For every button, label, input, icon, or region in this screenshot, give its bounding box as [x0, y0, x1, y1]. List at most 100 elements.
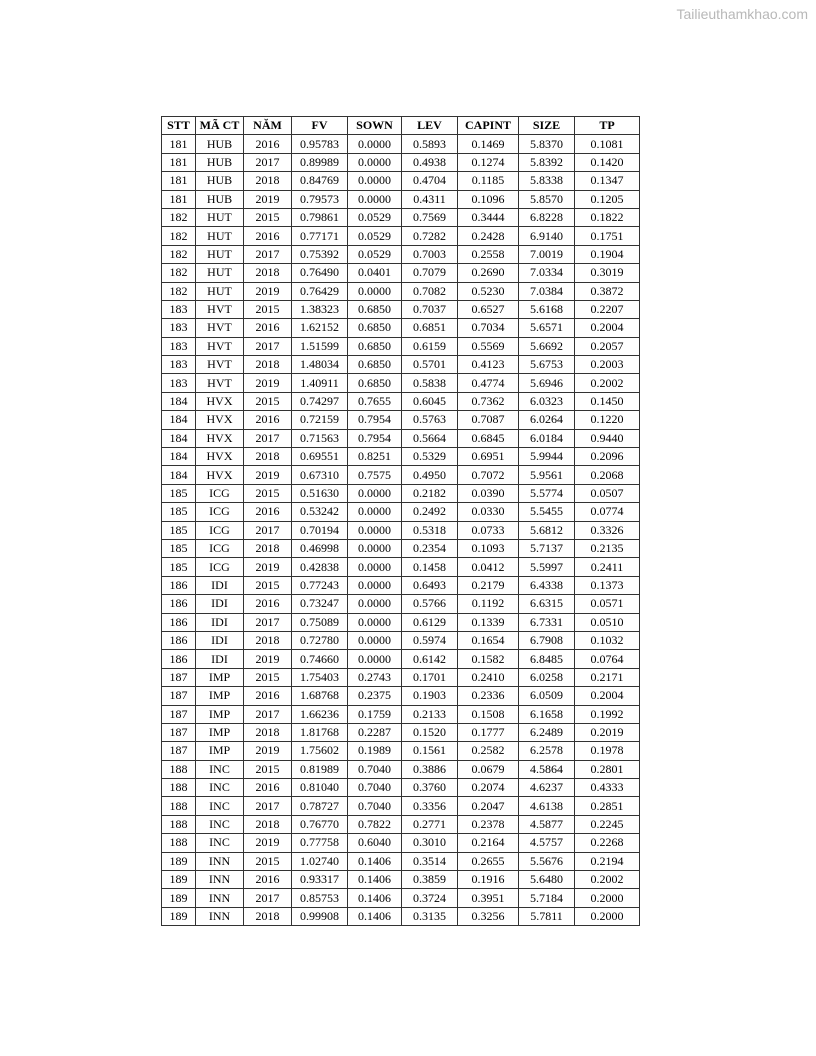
column-header: FV	[291, 115, 348, 136]
table-cell: 183	[161, 373, 196, 393]
table-cell: 0.0571	[574, 594, 640, 614]
table-cell: 0.1274	[457, 152, 519, 173]
table-cell: 2018	[243, 355, 292, 375]
table-cell: 187	[161, 667, 196, 688]
table-cell: 0.2336	[457, 686, 519, 706]
table-cell: 0.5893	[401, 134, 458, 154]
table-cell: 0.3886	[401, 759, 458, 780]
table-row: 188 INC 2017 0.78727 0.7040 0.3356 0.2047 4.613…	[161, 796, 640, 816]
table-cell: 0.1582	[457, 649, 519, 669]
table-cell: 0.1450	[574, 391, 640, 412]
table-cell: 0.6850	[347, 299, 402, 320]
table-cell: 0.2171	[574, 667, 640, 688]
table-cell: 181	[161, 189, 196, 209]
table-cell: 0.70194	[291, 520, 348, 540]
table-cell: 0.1220	[574, 410, 640, 430]
table-cell: 186	[161, 612, 196, 632]
table-cell: 0.1096	[457, 189, 519, 209]
table-cell: 0.6142	[401, 649, 458, 669]
table-row: 186 IDI 2019 0.74660 0.0000 0.6142 0.1582 6.848…	[161, 649, 640, 669]
table-cell: 0.2851	[574, 796, 640, 816]
table-row: 182 HUT 2019 0.76429 0.0000 0.7082 0.5230 7.038…	[161, 281, 640, 301]
table-row: 186 IDI 2017 0.75089 0.0000 0.6129 0.1339 6.733…	[161, 612, 640, 632]
table-cell: 5.8570	[518, 189, 575, 209]
table-cell: 0.5974	[401, 630, 458, 651]
table-cell: 0.2057	[574, 336, 640, 357]
table-cell: 0.2582	[457, 741, 519, 761]
table-cell: 0.77758	[291, 833, 348, 853]
table-cell: IMP	[195, 722, 244, 743]
table-cell: 0.77243	[291, 575, 348, 596]
table-cell: 0.5766	[401, 594, 458, 614]
table-cell: 2018	[243, 171, 292, 191]
table-cell: 186	[161, 594, 196, 614]
table-row: 187 IMP 2019 1.75602 0.1989 0.1561 0.2582 6.257…	[161, 741, 640, 761]
table-cell: 0.85753	[291, 888, 348, 908]
table-cell: HVT	[195, 299, 244, 320]
table-cell: 0.2182	[401, 483, 458, 504]
table-cell: 0.1904	[574, 244, 640, 265]
table-cell: 189	[161, 906, 196, 927]
table-cell: 0.0529	[347, 207, 402, 228]
table-cell: 185	[161, 520, 196, 540]
table-row: 186 IDI 2015 0.77243 0.0000 0.6493 0.2179 6.433…	[161, 575, 640, 596]
table-cell: 2019	[243, 833, 292, 853]
table-cell: 0.71563	[291, 428, 348, 449]
table-cell: 0.4774	[457, 373, 519, 393]
table-cell: 0.5664	[401, 428, 458, 449]
table-cell: 5.6946	[518, 373, 575, 393]
table-cell: IMP	[195, 667, 244, 688]
table-cell: 5.9561	[518, 465, 575, 485]
table-cell: 0.6850	[347, 355, 402, 375]
table-cell: 0.74297	[291, 391, 348, 412]
table-cell: 184	[161, 410, 196, 430]
table-cell: 0.81989	[291, 759, 348, 780]
table-cell: 0.7655	[347, 391, 402, 412]
table-cell: 1.75403	[291, 667, 348, 688]
table-cell: 0.6951	[457, 447, 519, 467]
table-cell: 0.7040	[347, 778, 402, 798]
table-cell: 0.9440	[574, 428, 640, 449]
table-cell: 184	[161, 428, 196, 449]
table-cell: 0.79573	[291, 189, 348, 209]
table-cell: 183	[161, 336, 196, 357]
table-cell: 186	[161, 649, 196, 669]
table-cell: 0.1406	[347, 851, 402, 872]
table-cell: 0.72780	[291, 630, 348, 651]
table-cell: 0.2068	[574, 465, 640, 485]
table-row: 188 INC 2019 0.77758 0.6040 0.3010 0.2164 4.575…	[161, 833, 640, 853]
table-cell: 5.6480	[518, 870, 575, 890]
table-cell: 0.0330	[457, 502, 519, 522]
table-row: 183 HVT 2015 1.38323 0.6850 0.7037 0.6527 5.616…	[161, 299, 640, 320]
table-cell: 184	[161, 391, 196, 412]
table-cell: 0.79861	[291, 207, 348, 228]
table-cell: 0.3356	[401, 796, 458, 816]
table-row: 185 ICG 2017 0.70194 0.0000 0.5318 0.0733 5.681…	[161, 520, 640, 540]
table-cell: 0.1759	[347, 704, 402, 724]
table-cell: 0.2655	[457, 851, 519, 872]
table-cell: 7.0384	[518, 281, 575, 301]
table-cell: 5.5774	[518, 483, 575, 504]
table-cell: 0.6850	[347, 373, 402, 393]
table-cell: 2019	[243, 189, 292, 209]
table-cell: 2015	[243, 391, 292, 412]
table-cell: 0.2743	[347, 667, 402, 688]
table-cell: 7.0334	[518, 263, 575, 283]
table-cell: 5.5997	[518, 557, 575, 577]
table-cell: 189	[161, 851, 196, 872]
table-cell: 0.2004	[574, 318, 640, 338]
table-cell: 0.1992	[574, 704, 640, 724]
table-cell: 6.8228	[518, 207, 575, 228]
table-row: 187 IMP 2018 1.81768 0.2287 0.1520 0.1777 6.248…	[161, 722, 640, 743]
table-cell: HUB	[195, 134, 244, 154]
table-cell: 6.0258	[518, 667, 575, 688]
table-cell: HVT	[195, 373, 244, 393]
table-cell: 0.0000	[347, 557, 402, 577]
table-cell: 0.0000	[347, 649, 402, 669]
table-cell: 0.1406	[347, 888, 402, 908]
table-row: 184 HVX 2017 0.71563 0.7954 0.5664 0.6845 6.018…	[161, 428, 640, 449]
table-cell: 184	[161, 447, 196, 467]
table-cell: 6.7908	[518, 630, 575, 651]
table-row: 182 HUT 2015 0.79861 0.0529 0.7569 0.3444 6.822…	[161, 207, 640, 228]
table-cell: 2017	[243, 704, 292, 724]
